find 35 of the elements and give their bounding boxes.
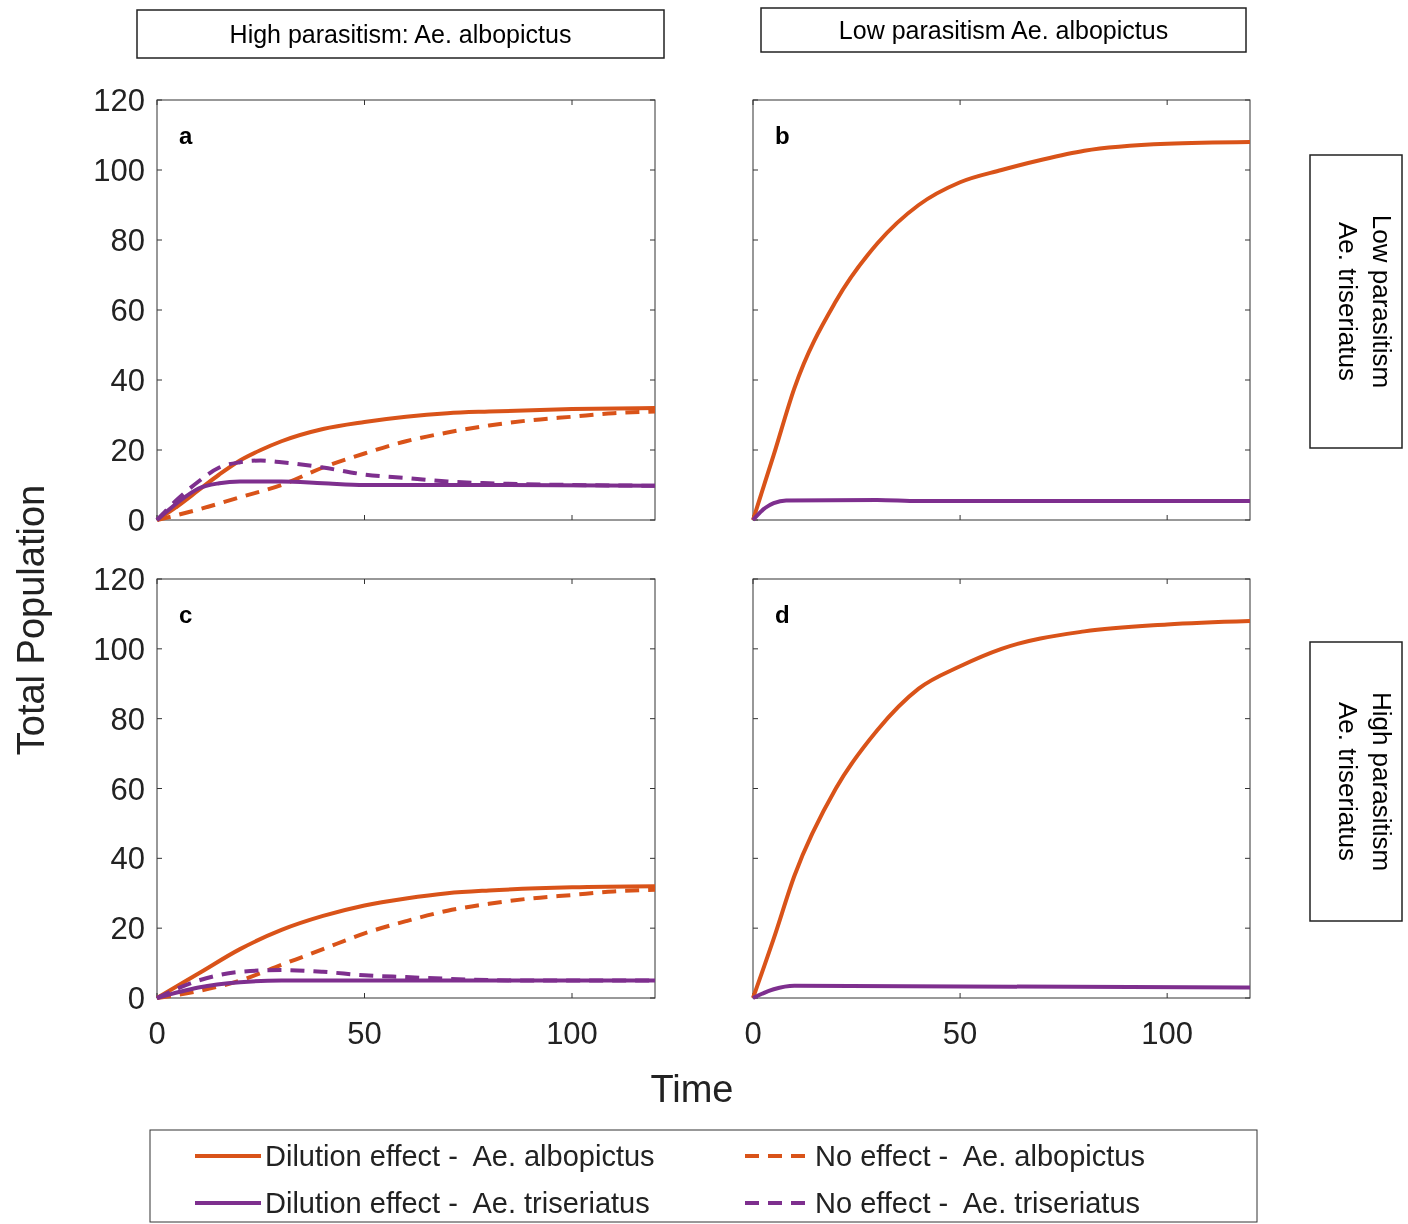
y-tick-label: 80	[110, 701, 145, 737]
x-tick-label: 100	[1141, 1016, 1194, 1051]
annotation: d	[775, 601, 790, 628]
y-tick-label: 60	[110, 771, 145, 807]
x-tick-label: 0	[744, 1016, 762, 1051]
annotation: b	[775, 122, 790, 149]
legend-label: Dilution effect - Ae. albopictus	[265, 1140, 655, 1172]
text: Ae. triseriatus	[1333, 702, 1363, 861]
x-tick-label: 100	[546, 1016, 598, 1051]
text: High parasitism	[1367, 691, 1397, 872]
y-tick-label: 0	[127, 503, 145, 538]
x-tick-label: 50	[347, 1016, 382, 1051]
y-tick-label: 40	[110, 363, 145, 398]
y-tick-label: 80	[110, 223, 145, 258]
y-tick-label: 20	[110, 433, 145, 468]
y-axis-title: Total Population	[10, 484, 52, 756]
y-tick-label: 120	[93, 562, 145, 597]
chart-title: High parasitism: Ae. albopictus	[229, 20, 572, 48]
x-axis-title: Time	[650, 1068, 734, 1110]
legend-label: No effect - Ae. albopictus	[815, 1140, 1145, 1172]
y-tick-label: 40	[110, 841, 145, 877]
annotation: c	[179, 601, 193, 628]
y-tick-label: 0	[127, 981, 145, 1016]
text: Ae. triseriatus	[1333, 222, 1363, 381]
y-tick-label: 20	[110, 911, 145, 947]
annotation: a	[179, 122, 193, 149]
x-tick-label: 50	[942, 1016, 978, 1051]
text: Low parasitism	[1367, 214, 1397, 389]
y-tick-label: 60	[110, 293, 145, 328]
chart-title: Low parasitism Ae. albopictus	[838, 16, 1169, 44]
y-tick-label: 100	[93, 631, 145, 667]
y-tick-label: 120	[93, 83, 145, 118]
legend-label: Dilution effect - Ae. triseriatus	[265, 1187, 650, 1219]
legend-label: No effect - Ae. triseriatus	[815, 1187, 1141, 1219]
y-tick-label: 100	[93, 153, 145, 188]
